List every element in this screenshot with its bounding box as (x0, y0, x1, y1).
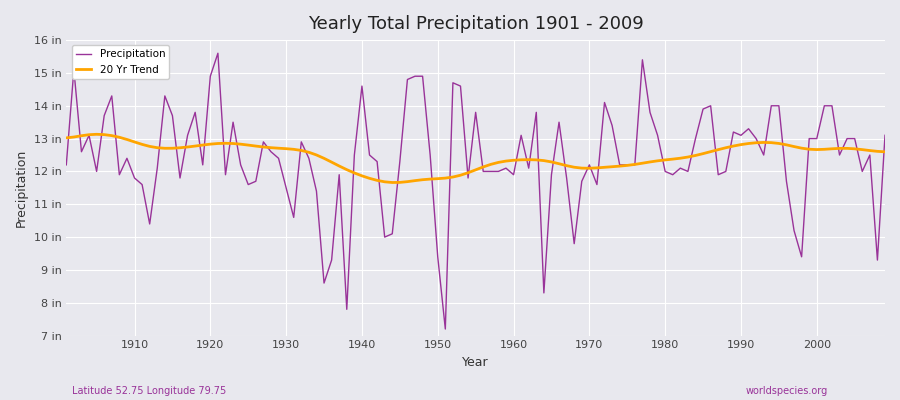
20 Yr Trend (516, 158, 526, 162)
Y-axis label: Precipitation: Precipitation (15, 149, 28, 227)
20 Yr Trend (615, 164, 626, 168)
Precipitation (296, 140, 307, 144)
20 Yr Trend (879, 150, 890, 154)
Precipitation (516, 133, 526, 138)
20 Yr Trend (61, 136, 72, 140)
Precipitation (440, 327, 451, 332)
Precipitation (212, 51, 223, 56)
20 Yr Trend (296, 148, 307, 153)
20 Yr Trend (341, 167, 352, 172)
20 Yr Trend (387, 180, 398, 185)
Title: Yearly Total Precipitation 1901 - 2009: Yearly Total Precipitation 1901 - 2009 (308, 15, 644, 33)
Precipitation (122, 156, 132, 161)
Precipitation (615, 162, 626, 167)
Line: Precipitation: Precipitation (67, 53, 885, 329)
Legend: Precipitation, 20 Yr Trend: Precipitation, 20 Yr Trend (71, 45, 169, 79)
20 Yr Trend (129, 140, 140, 144)
Text: worldspecies.org: worldspecies.org (746, 386, 828, 396)
Precipitation (523, 166, 534, 170)
X-axis label: Year: Year (463, 356, 489, 369)
Line: 20 Yr Trend: 20 Yr Trend (67, 134, 885, 182)
20 Yr Trend (91, 132, 102, 137)
Precipitation (879, 133, 890, 138)
Precipitation (61, 162, 72, 167)
Text: Latitude 52.75 Longitude 79.75: Latitude 52.75 Longitude 79.75 (72, 386, 226, 396)
20 Yr Trend (523, 157, 534, 162)
Precipitation (341, 307, 352, 312)
